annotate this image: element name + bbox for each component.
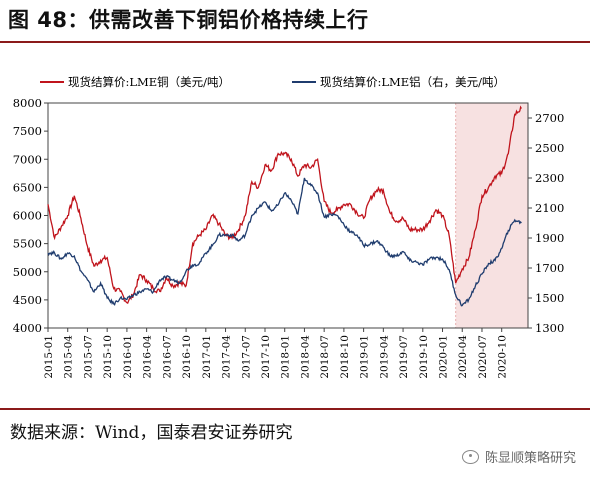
x-tick-label: 2020-04 <box>457 335 469 379</box>
x-tick-label: 2019-10 <box>418 335 430 379</box>
bottom-rule <box>0 408 590 410</box>
x-tick-label: 2016-04 <box>142 335 154 379</box>
legend-aluminum-label: 现货结算价:LME铝（右，美元/吨） <box>320 75 505 89</box>
copper-series-line <box>47 105 522 304</box>
x-tick-label: 2018-10 <box>339 335 351 379</box>
x-tick-label: 2016-07 <box>161 335 173 379</box>
figure-title: 图 48：供需改善下铜铝价格持续上行 <box>8 8 369 32</box>
y-left-tick-label: 6000 <box>13 209 42 223</box>
legend-copper-label: 现货结算价:LME铜（美元/吨） <box>68 75 230 89</box>
x-tick-label: 2019-04 <box>378 335 390 379</box>
wechat-icon <box>461 449 479 464</box>
y-right-tick-label: 2700 <box>535 111 564 125</box>
y-left-tick-label: 8000 <box>13 96 42 110</box>
y-left-tick-label: 5500 <box>13 237 42 251</box>
x-tick-label: 2015-07 <box>82 335 94 379</box>
y-right-tick-label: 2100 <box>535 201 564 215</box>
source-note: 数据来源：Wind，国泰君安证券研究 <box>10 423 293 443</box>
y-right-tick-label: 1500 <box>535 291 564 305</box>
dual-axis-line-chart: 4000 4500 5000 5500 6000 6500 7000 7500 8000 1300… <box>13 75 565 379</box>
x-tick-label: 2016-01 <box>122 335 134 379</box>
x-tick-label: 2018-04 <box>299 335 311 379</box>
x-tick-label: 2017-04 <box>221 335 233 379</box>
y-left-tick-label: 6500 <box>13 180 42 194</box>
x-tick-label: 2016-10 <box>181 335 193 379</box>
x-tick-label: 2019-01 <box>359 335 371 379</box>
x-tick-label: 2018-01 <box>280 335 292 379</box>
y-right-tick-label: 1900 <box>535 231 564 245</box>
highlight-region <box>455 103 528 328</box>
x-tick-label: 2017-07 <box>240 335 252 379</box>
y-right-tick-label: 2300 <box>535 171 564 185</box>
y-right-tick-label: 1700 <box>535 261 564 275</box>
y-left-tick-label: 4500 <box>13 293 42 307</box>
aluminum-series-line <box>47 177 522 307</box>
x-tick-label: 2015-10 <box>102 335 114 379</box>
x-tick-label: 2015-01 <box>43 335 55 379</box>
y-left-tick-label: 5000 <box>13 265 42 279</box>
x-tick-label: 2020-07 <box>477 335 489 379</box>
y-left-tick-label: 4000 <box>13 321 42 335</box>
x-tick-label: 2017-10 <box>260 335 272 379</box>
watermark-text: 陈显顺策略研究 <box>484 451 576 466</box>
x-tick-label: 2020-01 <box>438 335 450 379</box>
top-rule <box>0 41 590 43</box>
x-tick-label: 2015-04 <box>63 335 75 379</box>
y-right-tick-label: 2500 <box>535 141 564 155</box>
y-right-tick-label: 1300 <box>535 321 564 335</box>
watermark: 陈显顺策略研究 <box>461 447 576 466</box>
x-tick-label: 2020-10 <box>497 335 509 379</box>
y-left-tick-label: 7500 <box>13 124 42 138</box>
x-tick-label: 2017-01 <box>201 335 213 379</box>
x-tick-label: 2019-07 <box>398 335 410 379</box>
x-tick-label: 2018-07 <box>319 335 331 379</box>
y-left-tick-label: 7000 <box>13 152 42 166</box>
